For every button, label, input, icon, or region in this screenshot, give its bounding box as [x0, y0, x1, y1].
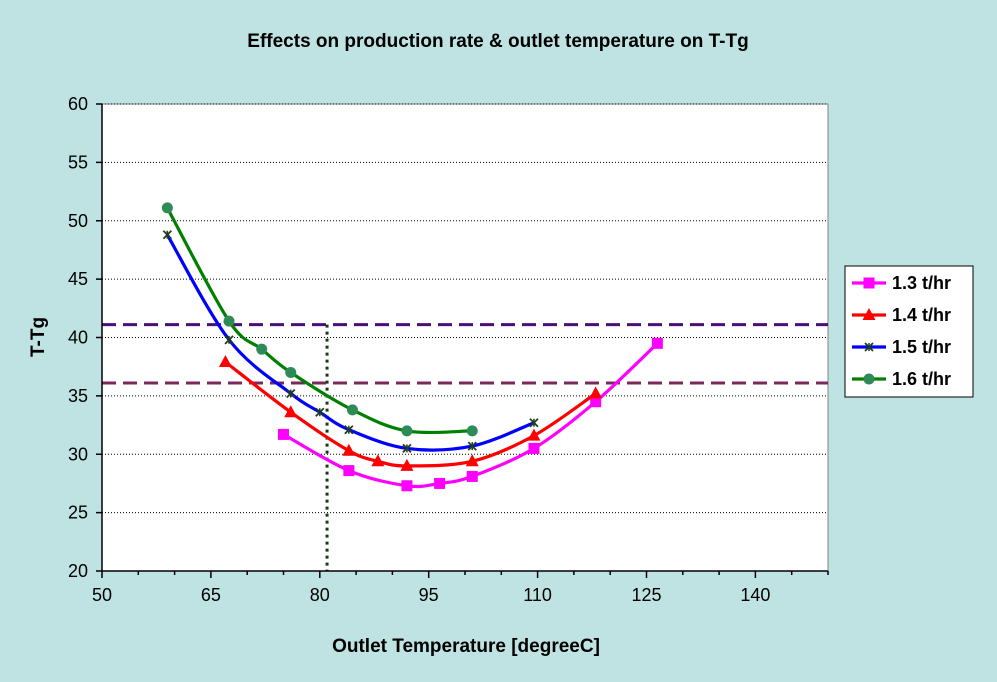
data-point: [529, 418, 539, 428]
x-tick-label: 80: [310, 585, 330, 605]
legend-item: 1.4 t/hr: [852, 305, 951, 325]
series-1-5-t-hr: [162, 230, 539, 454]
data-point: [286, 388, 296, 399]
data-point: [527, 428, 541, 441]
x-axis-title: Outlet Temperature [degreeC]: [332, 636, 600, 657]
y-tick-label: 55: [68, 152, 88, 172]
data-point: [651, 337, 663, 349]
data-point: [343, 465, 355, 477]
data-point: [590, 396, 602, 408]
data-point: [256, 343, 268, 355]
data-point: [466, 470, 478, 482]
data-point: [400, 458, 414, 471]
series-group: [161, 202, 663, 492]
legend-label: 1.6 t/hr: [892, 369, 951, 389]
data-point: [315, 407, 325, 417]
legend-marker: [863, 277, 875, 289]
reference-lines: [102, 323, 828, 571]
data-point: [371, 454, 385, 467]
legend-marker: [863, 373, 875, 385]
data-point: [278, 428, 289, 440]
data-point: [218, 355, 232, 368]
data-point: [224, 335, 234, 345]
axes: 20 25 30 35 40 45 50 55 60 50 65 80 95 110 125 140: [68, 94, 829, 605]
legend: 1.3 t/hr 1.4 t/hr 1.5 t/hr 1.6 t/hr: [844, 265, 974, 398]
series-1-4-t-hr: [218, 355, 603, 471]
legend-marker: [862, 308, 876, 320]
y-tick-label: 35: [68, 386, 88, 406]
x-tick-label: 95: [419, 585, 439, 605]
chart-title: Effects on production rate & outlet temp…: [247, 31, 748, 52]
x-tick-label: 65: [201, 585, 221, 605]
data-point: [467, 441, 477, 451]
data-point: [434, 477, 446, 489]
data-point: [589, 386, 603, 399]
data-point: [342, 443, 356, 456]
data-point: [162, 230, 172, 240]
y-tick-label: 45: [68, 269, 88, 289]
y-tick-label: 20: [68, 561, 88, 581]
series-1-6-t-hr: [161, 202, 478, 437]
gridlines: [102, 103, 828, 514]
series-1-3-t-hr: [278, 337, 663, 492]
legend-marker: [864, 342, 874, 352]
data-point: [402, 443, 412, 454]
x-tick-label: 125: [631, 585, 661, 605]
data-point: [284, 405, 298, 418]
y-tick-label: 40: [68, 328, 88, 348]
data-point: [465, 454, 479, 467]
legend-label: 1.3 t/hr: [892, 273, 951, 293]
data-point: [285, 367, 297, 379]
data-point: [401, 480, 413, 492]
x-tick-label: 140: [740, 585, 770, 605]
y-tick-label: 60: [68, 94, 88, 114]
data-point: [344, 425, 354, 435]
x-tick-label: 50: [92, 585, 112, 605]
legend-item: 1.5 t/hr: [852, 337, 951, 357]
legend-label: 1.5 t/hr: [892, 337, 951, 357]
y-tick-label: 25: [68, 503, 88, 523]
data-point: [223, 315, 235, 327]
data-point: [346, 404, 358, 416]
y-tick-label: 50: [68, 211, 88, 231]
legend-label: 1.4 t/hr: [892, 305, 951, 325]
data-point: [528, 442, 540, 454]
legend-item: 1.6 t/hr: [852, 369, 951, 389]
y-axis-title: T-Tg: [28, 317, 49, 357]
y-tick-label: 30: [68, 444, 88, 464]
data-point: [161, 202, 173, 214]
legend-item: 1.3 t/hr: [852, 273, 951, 293]
data-point: [466, 425, 478, 437]
data-point: [401, 425, 413, 437]
x-tick-label: 110: [523, 585, 552, 605]
